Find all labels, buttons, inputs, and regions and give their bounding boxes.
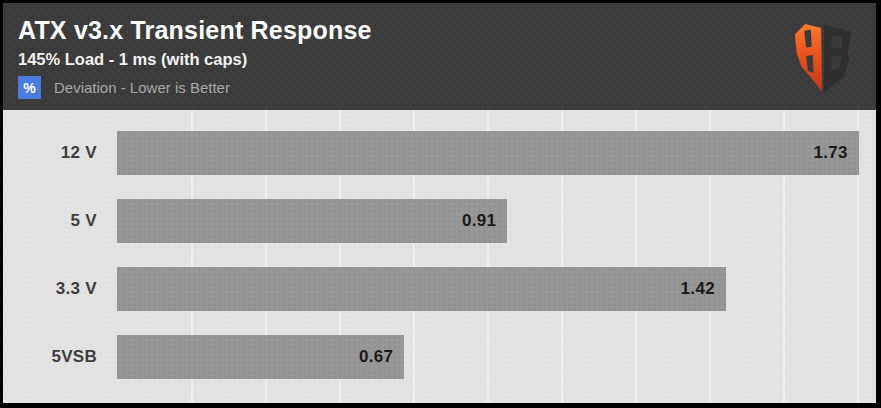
category-label: 5 V: [3, 211, 97, 231]
bar-row: 5 V 0.91: [3, 199, 876, 243]
header-text-block: ATX v3.x Transient Response 145% Load - …: [18, 17, 372, 110]
bar-track: 0.67: [117, 335, 876, 379]
chart-card: ATX v3.x Transient Response 145% Load - …: [3, 3, 876, 403]
bar-track: 0.91: [117, 199, 876, 243]
bar-track: 1.73: [117, 131, 876, 175]
hardware-busters-logo-icon: [792, 18, 854, 96]
bar: 1.42: [117, 267, 726, 311]
bar-value: 0.67: [359, 347, 404, 367]
legend-label: Deviation - Lower is Better: [54, 79, 230, 96]
bar-value: 1.73: [814, 143, 859, 163]
category-label: 3.3 V: [3, 279, 97, 299]
bar-row: 12 V 1.73: [3, 131, 876, 175]
bar: 0.67: [117, 335, 404, 379]
percent-badge-icon: %: [18, 76, 41, 99]
bar: 0.91: [117, 199, 507, 243]
bar-track: 1.42: [117, 267, 876, 311]
category-label: 12 V: [3, 143, 97, 163]
bar: 1.73: [117, 131, 859, 175]
legend: % Deviation - Lower is Better: [18, 76, 372, 99]
chart-header: ATX v3.x Transient Response 145% Load - …: [3, 3, 876, 110]
chart-title: ATX v3.x Transient Response: [18, 17, 372, 44]
plot-area: 12 V 1.73 5 V 0.91 3.3 V 1.42 5VSB 0.67: [3, 110, 876, 403]
bar-rows: 12 V 1.73 5 V 0.91 3.3 V 1.42 5VSB 0.67: [3, 110, 876, 403]
bar-row: 5VSB 0.67: [3, 335, 876, 379]
bar-value: 0.91: [462, 211, 507, 231]
category-label: 5VSB: [3, 347, 97, 367]
chart-subtitle: 145% Load - 1 ms (with caps): [18, 50, 372, 69]
bar-value: 1.42: [681, 279, 726, 299]
bar-row: 3.3 V 1.42: [3, 267, 876, 311]
